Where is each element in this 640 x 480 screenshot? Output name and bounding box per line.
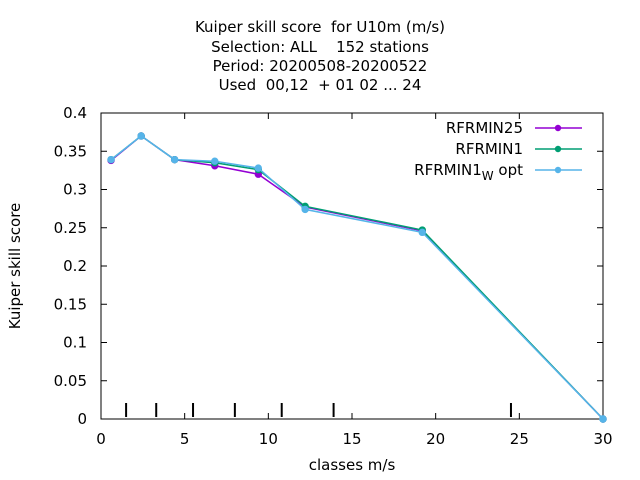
series-rfrmin1w	[107, 132, 607, 423]
x-tick-label: 5	[180, 430, 190, 448]
series-line	[110, 135, 604, 420]
y-axis-label: Kuiper skill score	[6, 203, 24, 330]
y-tick-label: 0	[77, 410, 87, 428]
series-rfrmin25	[107, 132, 607, 423]
data-point	[301, 205, 309, 214]
chart-title-line-2: Selection: ALL 152 stations	[211, 38, 429, 56]
legend-item-rfrmin1w: RFRMIN1W opt	[414, 161, 582, 183]
y-tick-label: 0.25	[54, 219, 87, 237]
y-tick-label: 0.15	[54, 295, 87, 313]
legend-label: RFRMIN1W opt	[414, 161, 523, 183]
legend-swatch-point	[554, 166, 562, 174]
legend-swatch-point	[554, 124, 562, 132]
y-tick-label: 0.2	[63, 257, 87, 275]
y-tick-label: 0.35	[54, 142, 87, 160]
chart-title-line-3: Period: 20200508-20200522	[212, 57, 428, 75]
data-point	[254, 164, 262, 172]
legend-item-rfrmin25: RFRMIN25	[446, 119, 582, 137]
legend-label: RFRMIN25	[446, 119, 523, 137]
x-tick-label: 15	[342, 430, 361, 448]
x-tick-label: 0	[96, 430, 106, 448]
chart-title-line-4: Used 00,12 + 01 02 ... 24	[218, 76, 422, 94]
data-point	[418, 228, 426, 237]
legend: RFRMIN25 RFRMIN1 RFRMIN1W opt	[414, 119, 582, 183]
data-point	[137, 132, 145, 140]
data-point	[599, 415, 607, 423]
y-tick-label: 0.05	[54, 372, 87, 390]
x-axis-label: classes m/s	[309, 456, 396, 474]
x-tick-label: 30	[593, 430, 612, 448]
series-line	[110, 135, 604, 420]
legend-swatch-point	[554, 145, 562, 153]
series-line	[110, 135, 604, 420]
series-layer	[107, 132, 607, 423]
chart-title-line-1: Kuiper skill score for U10m (m/s)	[194, 18, 446, 36]
series-rfrmin1	[107, 132, 607, 423]
legend-label: RFRMIN1	[455, 140, 523, 158]
y-tick-label: 0.3	[63, 181, 87, 199]
data-point	[107, 155, 115, 164]
data-point	[170, 155, 179, 164]
class-markers	[125, 403, 512, 417]
y-tick-label: 0.1	[63, 334, 87, 352]
ticks: 0 5 10 15 20 25 30 0 0.05 0.1 0.15 0.2 0.25 0.3 0.35 0.…	[54, 104, 613, 448]
x-tick-label: 10	[259, 430, 278, 448]
legend-item-rfrmin1: RFRMIN1	[455, 140, 582, 158]
x-tick-label: 20	[426, 430, 445, 448]
x-tick-label: 25	[510, 430, 529, 448]
data-point	[211, 157, 219, 165]
y-tick-label: 0.4	[63, 104, 87, 122]
